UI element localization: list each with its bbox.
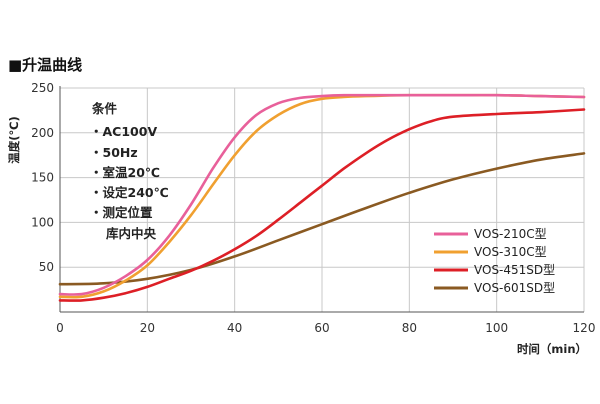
y-tick-label: 50: [39, 260, 54, 274]
legend: VOS-210C型 VOS-310C型 VOS-451SD型 VOS-601SD…: [434, 227, 555, 295]
y-tick-label: 250: [31, 81, 54, 95]
series-line-vos-451sd: [58, 108, 586, 302]
y-tick-label: 100: [31, 215, 54, 229]
annotation-line: ・测定位置: [90, 205, 153, 220]
x-axis-label: 时间（min）: [517, 342, 587, 356]
annotation-line: ・50Hz: [90, 145, 138, 160]
x-tick-label: 20: [140, 321, 155, 335]
legend-label-vos-210c: VOS-210C型: [474, 227, 547, 241]
axis-layer: 50 100 150 200 250 0 20 40 60 80 100 120: [31, 81, 595, 335]
series-layer: [58, 93, 586, 302]
legend-label-vos-601sd: VOS-601SD型: [474, 281, 555, 295]
x-tick-label: 0: [56, 321, 64, 335]
annotation-line: ・AC100V: [90, 124, 157, 139]
y-tick-label: 150: [31, 171, 54, 185]
x-tick-label: 60: [314, 321, 329, 335]
legend-label-vos-451sd: VOS-451SD型: [474, 263, 555, 277]
x-tick-label: 80: [402, 321, 417, 335]
conditions-annotation: 条件 ・AC100V ・50Hz ・室温20℃ ・设定240℃ ・测定位置 库内…: [90, 101, 169, 241]
x-tick-label: 40: [227, 321, 242, 335]
annotation-line: ・室温20℃: [90, 165, 160, 180]
legend-label-vos-310c: VOS-310C型: [474, 245, 547, 259]
series-line-vos-601sd: [58, 152, 586, 286]
annotation-line: 库内中央: [106, 226, 157, 241]
annotation-line: ・设定240℃: [90, 185, 169, 200]
annotation-title: 条件: [91, 101, 118, 116]
x-tick-label: 100: [485, 321, 508, 335]
x-tick-label: 120: [573, 321, 596, 335]
y-axis-label: 温度(℃): [7, 116, 21, 163]
grid-layer: [60, 87, 585, 312]
y-tick-label: 200: [31, 126, 54, 140]
chart-title: ■升温曲线: [8, 56, 82, 74]
series-line-vos-210c: [58, 93, 586, 296]
